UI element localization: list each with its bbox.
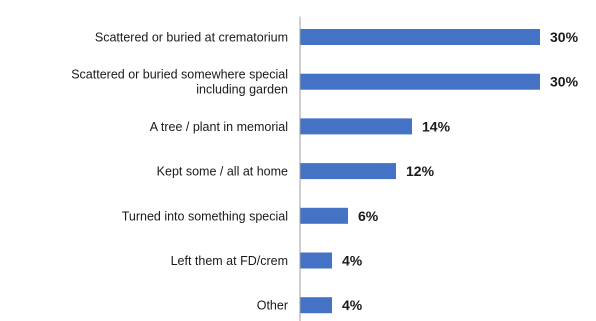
bar bbox=[300, 297, 332, 314]
category-label-line: including garden bbox=[196, 83, 288, 97]
category-label-line: Scattered or buried somewhere special bbox=[71, 68, 288, 82]
value-label: 4% bbox=[342, 253, 363, 269]
category-label: Other bbox=[257, 299, 288, 313]
category-label: Turned into something special bbox=[122, 209, 288, 223]
value-label: 12% bbox=[406, 163, 435, 179]
value-label: 4% bbox=[342, 297, 363, 313]
value-label: 6% bbox=[358, 208, 379, 224]
category-label: Kept some / all at home bbox=[157, 165, 288, 179]
category-label-line: Other bbox=[257, 299, 288, 313]
category-label: Left them at FD/crem bbox=[171, 254, 288, 268]
value-label: 30% bbox=[550, 29, 579, 45]
category-label: Scattered or buried at crematorium bbox=[95, 31, 288, 45]
bars-layer bbox=[300, 29, 540, 314]
category-labels-layer: Scattered or buried at crematorium Scatte… bbox=[71, 31, 288, 313]
bar bbox=[300, 163, 396, 180]
category-label-line: A tree / plant in memorial bbox=[150, 120, 288, 134]
value-label: 14% bbox=[422, 118, 451, 134]
bar bbox=[300, 252, 332, 269]
category-label-line: Left them at FD/crem bbox=[171, 254, 288, 268]
bar bbox=[300, 29, 540, 45]
bar bbox=[300, 73, 540, 90]
bar bbox=[300, 207, 348, 224]
value-label: 30% bbox=[550, 74, 579, 90]
category-label-line: Scattered or buried at crematorium bbox=[95, 31, 288, 45]
category-label-line: Kept some / all at home bbox=[157, 165, 288, 179]
category-label-line: Turned into something special bbox=[122, 209, 288, 223]
value-labels-layer: 30% 30% 14% 12% 6% 4% 4% bbox=[342, 29, 579, 313]
category-label: A tree / plant in memorial bbox=[150, 120, 288, 134]
bar bbox=[300, 118, 412, 135]
category-label: Scattered or buried somewhere special inc… bbox=[71, 68, 288, 97]
